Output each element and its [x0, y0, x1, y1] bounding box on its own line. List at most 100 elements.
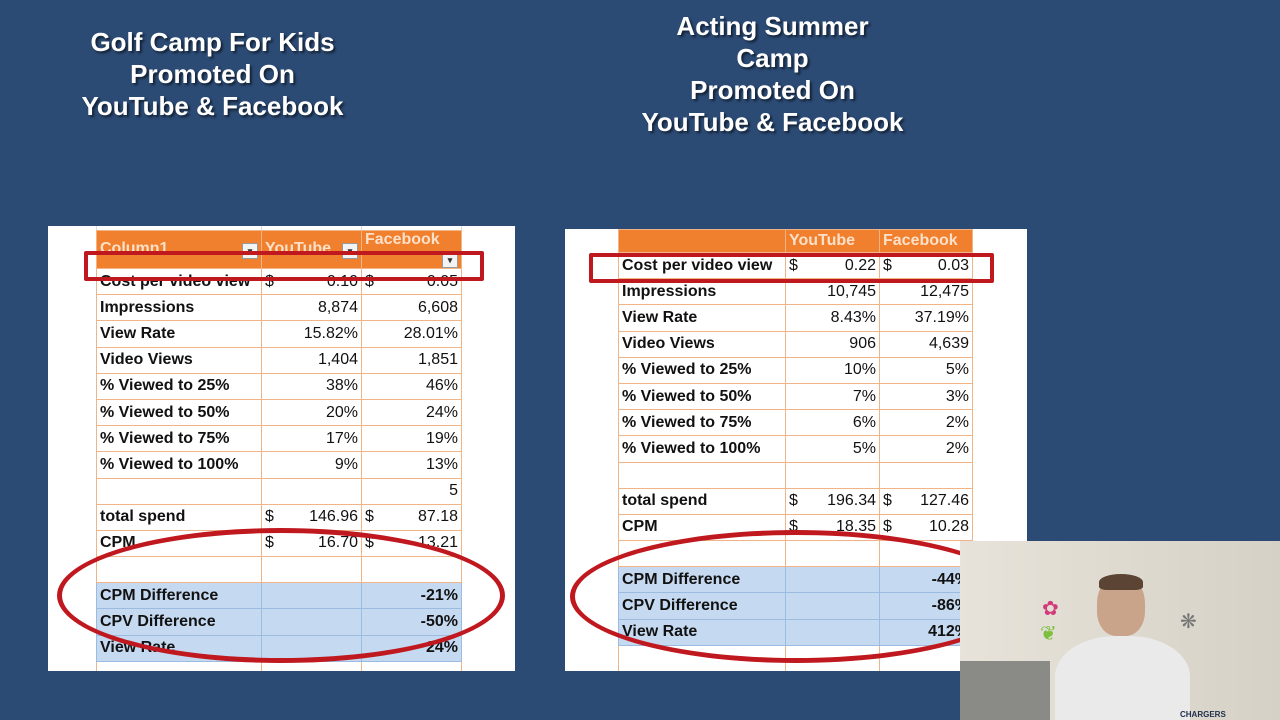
summary-highlight-ellipse [57, 528, 505, 663]
cell-value: 5% [852, 439, 876, 457]
cell-value: 9% [334, 455, 358, 473]
row-label-cell: % Viewed to 50% [618, 382, 786, 411]
youtube-value-cell: 7% [785, 382, 880, 411]
row-label-cell: View Rate [96, 320, 262, 348]
table-row: View Rate 8.43% 37.19% [618, 304, 973, 332]
column-header-cell: Facebook [879, 229, 973, 253]
cell-value: 906 [849, 335, 876, 353]
header-row: Column1 ▾ YouTube ▾ Facebook ▾ [96, 230, 462, 269]
cell-value: 0.22 [844, 256, 876, 274]
cell-value: 46% [425, 377, 458, 395]
cell-value: 8,874 [317, 298, 358, 316]
table-row: % Viewed to 50% 20% 24% [96, 398, 462, 427]
facebook-value-cell: 2% [879, 435, 973, 463]
table-row: % Viewed to 25% 38% 46% [96, 372, 462, 400]
youtube-value-cell [785, 461, 880, 489]
youtube-value-cell: 15.82% [261, 320, 362, 348]
currency-symbol: $ [789, 256, 798, 274]
cost-per-view-highlight-box [84, 251, 484, 281]
facebook-value-cell: 3% [879, 382, 973, 411]
youtube-value-cell: 17% [261, 425, 362, 453]
facebook-value-cell: 4,639 [879, 330, 973, 358]
row-label-cell: Impressions [96, 294, 262, 322]
facebook-value-cell: $0.05 [361, 267, 462, 296]
table-row: % Viewed to 100% 9% 13% [96, 451, 462, 479]
row-label-cell: % Viewed to 25% [96, 372, 262, 400]
cell-value: 196.34 [827, 492, 876, 510]
summary-highlight-ellipse [570, 530, 1022, 663]
table-row: Video Views 906 4,639 [618, 330, 973, 358]
facebook-value-cell: 46% [361, 372, 462, 400]
cell-value: 17% [325, 429, 358, 447]
grid-line [972, 229, 973, 671]
leaf-drawing-icon: ❦ [1040, 623, 1057, 645]
currency-symbol: $ [365, 508, 374, 526]
facebook-value-cell: 28.01% [361, 320, 462, 348]
currency-symbol: $ [883, 256, 892, 274]
row-label-cell: total spend [618, 487, 786, 515]
facebook-value-cell: $87.18 [361, 503, 462, 531]
cell-value: 7% [852, 387, 876, 405]
empty-cell [96, 660, 262, 671]
facebook-value-cell: $127.46 [879, 487, 973, 515]
table-row: View Rate 15.82% 28.01% [96, 320, 462, 348]
youtube-value-cell: 8,874 [261, 294, 362, 322]
row-label-cell [618, 461, 786, 489]
currency-symbol: $ [365, 272, 374, 290]
grid-line [461, 226, 462, 671]
youtube-value-cell: 38% [261, 372, 362, 400]
currency-symbol: $ [265, 272, 274, 290]
facebook-value-cell: 19% [361, 425, 462, 453]
currency-symbol: $ [883, 492, 892, 510]
webcam-overlay: ✿ ❦ ❋ CHARGERS [960, 541, 1280, 720]
table-row: % Viewed to 75% 17% 19% [96, 425, 462, 453]
cell-value: 38% [325, 377, 358, 395]
header-row: YouTube Facebook [618, 229, 973, 253]
currency-symbol: $ [789, 492, 798, 510]
table-row: % Viewed to 100% 5% 2% [618, 435, 973, 463]
facebook-value-cell [879, 461, 973, 489]
column-header-cell: Column1 ▾ [96, 230, 262, 269]
youtube-value-cell: 906 [785, 330, 880, 358]
webcam-shelf [960, 661, 1050, 720]
youtube-value-cell: $0.10 [261, 267, 362, 296]
facebook-value-cell: 5 [361, 477, 462, 505]
title-line: Acting Summer [676, 11, 869, 41]
cell-value: 6,608 [417, 298, 458, 316]
right-slide-title: Acting Summer Camp Promoted On YouTube &… [600, 10, 945, 138]
row-label-cell: % Viewed to 75% [618, 409, 786, 437]
cost-per-view-highlight-box [589, 253, 994, 283]
row-label-cell: % Viewed to 50% [96, 398, 262, 427]
table-row: Cost per video view $0.10 $0.05 [96, 267, 462, 296]
cell-value: 10% [843, 361, 876, 379]
youtube-value-cell: $146.96 [261, 503, 362, 531]
cell-value: 5 [449, 482, 458, 500]
facebook-value-cell: 2% [879, 409, 973, 437]
cell-value: 146.96 [309, 508, 358, 526]
cell-value: 5% [945, 361, 969, 379]
flower-drawing-icon: ✿ [1042, 598, 1059, 620]
cell-value: 0.10 [326, 272, 358, 290]
table-row: % Viewed to 75% 6% 2% [618, 409, 973, 437]
row-label-cell: Cost per video view [96, 267, 262, 296]
currency-symbol: $ [789, 518, 798, 536]
cell-value: 10.28 [928, 518, 969, 536]
youtube-value-cell: 5% [785, 435, 880, 463]
cell-value: 0.03 [937, 256, 969, 274]
column-header-label: Facebook [883, 232, 958, 249]
currency-symbol: $ [883, 518, 892, 536]
facebook-value-cell: 5% [879, 356, 973, 384]
shirt-logo: CHARGERS [1180, 710, 1226, 719]
cell-value: 37.19% [914, 308, 969, 326]
cell-value: 1,851 [417, 351, 458, 369]
cell-value: 13% [425, 455, 458, 473]
row-label-cell: % Viewed to 100% [618, 435, 786, 463]
cell-value: 28.01% [403, 324, 458, 342]
column-header-cell [618, 229, 786, 253]
presenter-shirt [1055, 636, 1190, 720]
presenter-hair [1099, 574, 1143, 590]
facebook-value-cell: 24% [361, 398, 462, 427]
cell-value: 2% [945, 439, 969, 457]
cell-value: 10,745 [827, 282, 876, 300]
table-row: 5 [96, 477, 462, 505]
